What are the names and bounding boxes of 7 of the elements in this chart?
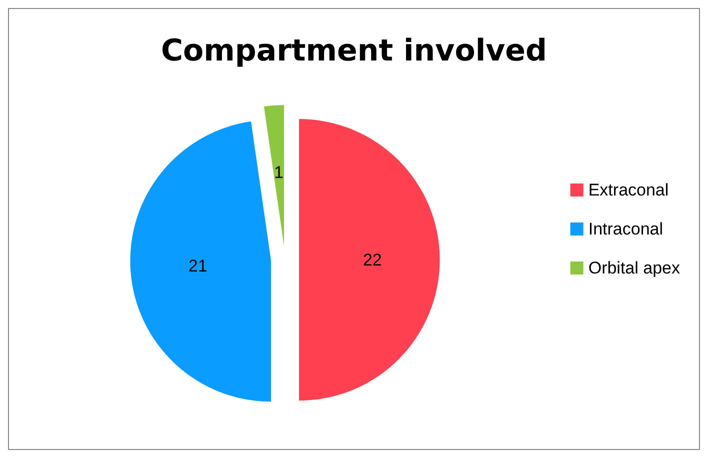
data-label: 21 [188,256,208,276]
data-label: 22 [362,250,382,270]
legend-label: Intraconal [588,220,664,238]
legend-label: Extraconal [588,180,669,200]
legend-label: Orbital apex [588,258,680,278]
chart-title: Compartment involved [161,34,547,68]
data-label: 1 [274,163,284,182]
